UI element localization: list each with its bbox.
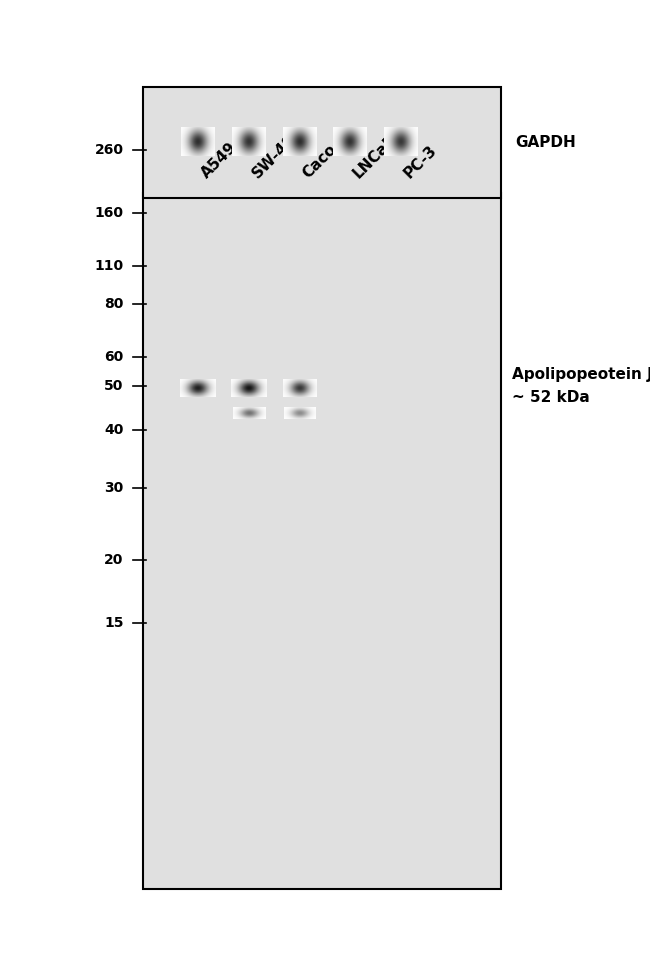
Text: LNCaP: LNCaP <box>350 132 400 182</box>
Bar <box>143 193 501 889</box>
Text: GAPDH: GAPDH <box>515 135 576 151</box>
Text: 50: 50 <box>104 380 124 393</box>
Text: 20: 20 <box>104 554 124 567</box>
Text: 160: 160 <box>94 206 124 219</box>
Text: Caco-2: Caco-2 <box>300 130 351 182</box>
Text: ~ 52 kDa: ~ 52 kDa <box>512 390 590 406</box>
Text: 260: 260 <box>94 143 124 156</box>
Text: PC-3: PC-3 <box>401 143 439 182</box>
Text: 80: 80 <box>104 298 124 311</box>
Text: A549: A549 <box>198 140 240 182</box>
Text: SW-480: SW-480 <box>249 125 306 182</box>
Text: 110: 110 <box>94 259 124 272</box>
Bar <box>143 87 501 198</box>
Text: Apolipopeotein J: Apolipopeotein J <box>512 367 650 383</box>
Text: 40: 40 <box>104 423 124 437</box>
Text: 15: 15 <box>104 616 124 630</box>
Text: 60: 60 <box>104 351 124 364</box>
Text: 30: 30 <box>104 481 124 495</box>
